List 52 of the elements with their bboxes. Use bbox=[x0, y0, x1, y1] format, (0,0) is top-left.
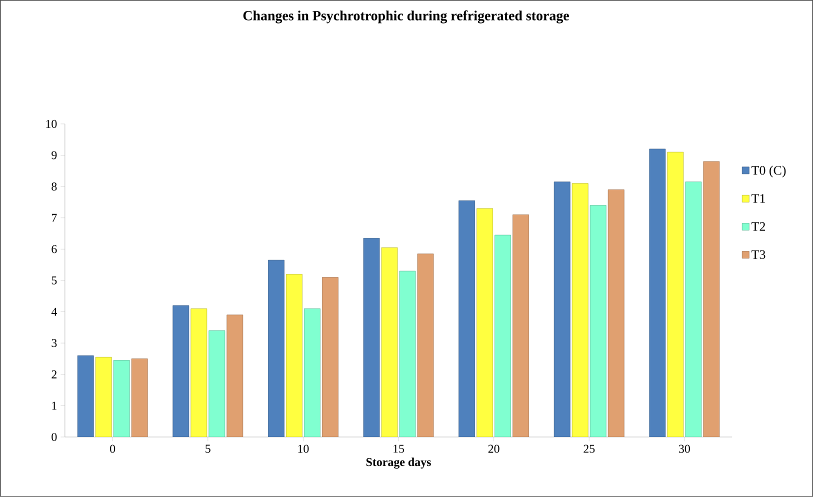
y-tick-label: 2 bbox=[52, 370, 56, 378]
bar bbox=[512, 214, 530, 438]
y-tick-label: 1 bbox=[52, 402, 56, 410]
x-tick-label: 25 bbox=[584, 444, 595, 453]
bar bbox=[381, 247, 398, 438]
x-tick-label: 15 bbox=[394, 444, 404, 453]
bar bbox=[304, 308, 320, 438]
bar bbox=[190, 308, 208, 438]
y-tick-label: 3 bbox=[52, 339, 57, 348]
bar bbox=[131, 358, 148, 438]
bar bbox=[417, 254, 434, 438]
bar bbox=[268, 260, 284, 438]
legend-label: T3 bbox=[752, 250, 766, 259]
bar bbox=[113, 360, 130, 438]
bar bbox=[608, 190, 624, 438]
bar bbox=[399, 270, 416, 438]
bar bbox=[77, 355, 94, 438]
bar bbox=[703, 161, 720, 438]
y-tick-label: 8 bbox=[52, 182, 57, 191]
bar bbox=[208, 330, 226, 438]
x-tick-label: 0 bbox=[110, 444, 116, 453]
chart-title: Changes in Psychrotrophic during refrigerated storage bbox=[243, 10, 569, 24]
x-tick-label: 30 bbox=[679, 444, 690, 453]
x-tick-label: 20 bbox=[488, 444, 500, 453]
bar bbox=[172, 305, 190, 438]
bar bbox=[322, 277, 338, 438]
y-tick-label: 0 bbox=[52, 433, 57, 442]
x-axis-title: Storage days bbox=[366, 458, 431, 469]
y-tick-label: 4 bbox=[51, 308, 57, 316]
bar bbox=[494, 234, 512, 438]
x-tick-label: 5 bbox=[206, 444, 210, 453]
legend-label: T1 bbox=[752, 194, 765, 203]
bar bbox=[95, 357, 112, 438]
bar bbox=[649, 148, 666, 438]
y-tick-label: 9 bbox=[52, 151, 57, 160]
y-tick-label: 7 bbox=[52, 214, 57, 222]
y-tick-label: 5 bbox=[52, 276, 57, 284]
bar bbox=[476, 208, 494, 438]
bar bbox=[554, 182, 570, 438]
bar bbox=[572, 183, 588, 438]
y-tick-label: 6 bbox=[52, 245, 57, 254]
bar bbox=[667, 152, 684, 438]
bar bbox=[458, 200, 476, 438]
bar bbox=[363, 238, 380, 438]
legend-label: T0 (C) bbox=[752, 166, 786, 178]
y-tick-label: 10 bbox=[46, 120, 57, 128]
bar bbox=[226, 314, 244, 438]
bar bbox=[286, 274, 302, 438]
bar bbox=[590, 205, 606, 438]
bar bbox=[685, 182, 702, 438]
legend-label: T2 bbox=[752, 222, 766, 231]
x-tick-label: 10 bbox=[298, 444, 309, 453]
